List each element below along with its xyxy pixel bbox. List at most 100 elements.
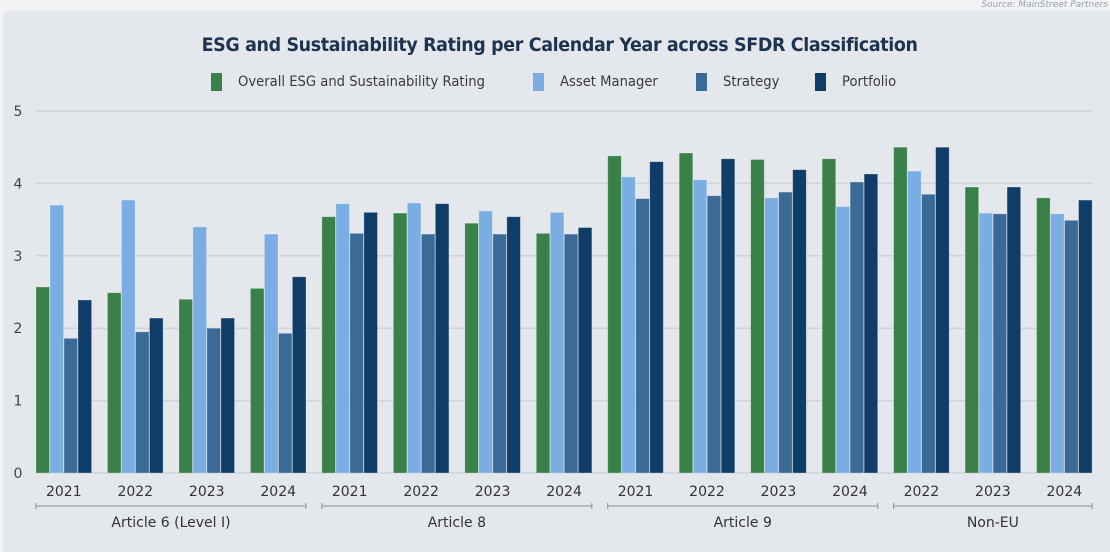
bar bbox=[535, 232, 551, 474]
bar bbox=[764, 197, 779, 474]
bar bbox=[277, 332, 293, 474]
bar bbox=[978, 212, 994, 474]
bar bbox=[692, 179, 708, 474]
bar bbox=[35, 286, 51, 474]
bar bbox=[291, 276, 307, 474]
bar bbox=[434, 203, 450, 474]
bar bbox=[706, 195, 722, 474]
group-label: Article 6 (Level I) bbox=[111, 515, 230, 531]
x-tick-label: 2024 bbox=[832, 484, 868, 500]
bar bbox=[549, 211, 565, 474]
bar bbox=[893, 146, 908, 474]
legend-label-strategy: Strategy bbox=[722, 74, 779, 90]
x-tick-label: 2022 bbox=[904, 484, 940, 500]
bar bbox=[1078, 199, 1093, 474]
x-tick-label: 2024 bbox=[1047, 484, 1083, 500]
bar bbox=[1036, 197, 1051, 474]
bar bbox=[1050, 213, 1065, 474]
legend-item-portfolio[interactable]: Portfolio bbox=[814, 73, 900, 91]
legend-swatch-overall bbox=[210, 73, 222, 91]
bar bbox=[392, 212, 408, 474]
y-tick-label: 0 bbox=[14, 466, 23, 482]
bar bbox=[149, 317, 164, 474]
bar bbox=[935, 146, 950, 474]
bar bbox=[921, 193, 936, 474]
x-tick-label: 2021 bbox=[618, 484, 654, 500]
source-note: Source: MainStreet Partners bbox=[981, 0, 1108, 10]
bar bbox=[563, 233, 579, 474]
bar bbox=[577, 227, 593, 474]
x-tick-label: 2021 bbox=[332, 484, 368, 500]
bar-chart: 0 1 2 3 4 5 2021 2022 2023 2024 Article 6 (Level I… bbox=[14, 104, 1093, 531]
x-tick-label: 2022 bbox=[403, 484, 439, 500]
bar bbox=[192, 226, 207, 474]
bar bbox=[420, 233, 436, 474]
y-tick-label: 1 bbox=[14, 394, 23, 410]
bar bbox=[63, 337, 79, 474]
legend-label-portfolio: Portfolio bbox=[841, 74, 896, 90]
chart-title: ESG and Sustainability Rating per Calend… bbox=[201, 34, 918, 56]
bar bbox=[992, 213, 1008, 474]
bar bbox=[406, 202, 422, 474]
y-tick-label: 3 bbox=[14, 249, 23, 265]
legend-item-asset-manager[interactable]: Asset Manager bbox=[532, 73, 664, 91]
bar bbox=[206, 327, 221, 474]
bar bbox=[263, 233, 279, 474]
y-tick-label: 2 bbox=[14, 321, 23, 337]
legend-item-overall[interactable]: Overall ESG and Sustainability Rating bbox=[210, 73, 501, 91]
bar bbox=[492, 233, 507, 474]
bar bbox=[178, 298, 193, 474]
bar bbox=[678, 152, 694, 474]
bar bbox=[506, 216, 521, 474]
bar bbox=[792, 169, 807, 474]
bar bbox=[77, 299, 93, 474]
bar bbox=[349, 232, 364, 474]
bar bbox=[964, 186, 980, 474]
bar bbox=[849, 181, 865, 474]
x-tick-label: 2024 bbox=[546, 484, 582, 500]
legend-label-overall: Overall ESG and Sustainability Rating bbox=[237, 74, 485, 90]
group-label: Article 8 bbox=[428, 515, 486, 531]
bar bbox=[907, 170, 922, 474]
bar bbox=[464, 222, 479, 474]
bar bbox=[220, 317, 235, 474]
bar bbox=[107, 292, 122, 474]
bar bbox=[635, 198, 650, 474]
bar bbox=[249, 287, 265, 474]
bar bbox=[321, 216, 336, 474]
bar bbox=[335, 203, 350, 474]
bar bbox=[1064, 219, 1079, 474]
bar bbox=[478, 210, 493, 474]
bar bbox=[835, 206, 851, 474]
x-tick-label: 2023 bbox=[475, 484, 511, 500]
x-tick-label: 2023 bbox=[975, 484, 1011, 500]
x-tick-label: 2021 bbox=[46, 484, 82, 500]
legend-swatch-strategy bbox=[695, 73, 707, 91]
bar bbox=[49, 204, 65, 474]
legend-swatch-portfolio bbox=[814, 73, 826, 91]
x-tick-label: 2022 bbox=[117, 484, 153, 500]
bar bbox=[720, 158, 736, 474]
legend-swatch-asset-manager bbox=[532, 73, 544, 91]
bar bbox=[778, 191, 793, 474]
bar bbox=[607, 155, 622, 474]
bar bbox=[863, 173, 879, 474]
x-tick-label: 2023 bbox=[189, 484, 225, 500]
x-tick-label: 2023 bbox=[761, 484, 797, 500]
legend-item-strategy[interactable]: Strategy bbox=[695, 73, 783, 91]
legend-label-asset-manager: Asset Manager bbox=[559, 74, 658, 90]
y-tick-label: 5 bbox=[14, 104, 23, 120]
bar bbox=[621, 176, 636, 474]
bar bbox=[363, 211, 378, 474]
group-label: Non-EU bbox=[967, 515, 1019, 531]
bar bbox=[821, 158, 837, 474]
group-label: Article 9 bbox=[714, 515, 772, 531]
bar bbox=[750, 159, 765, 474]
x-tick-label: 2024 bbox=[260, 484, 296, 500]
bar bbox=[121, 199, 136, 474]
bar bbox=[1006, 186, 1022, 474]
legend: Overall ESG and Sustainability Rating As… bbox=[0, 73, 1110, 91]
bar bbox=[649, 161, 664, 474]
y-tick-label: 4 bbox=[14, 176, 23, 192]
x-tick-label: 2022 bbox=[689, 484, 725, 500]
